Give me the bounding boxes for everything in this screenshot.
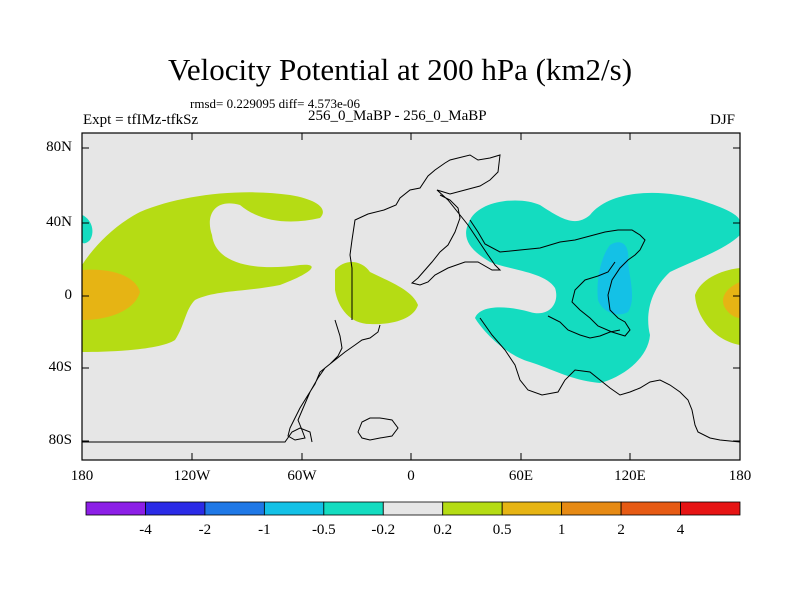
negative-mid-region-indonesia	[597, 242, 633, 315]
season-label: DJF	[710, 112, 736, 128]
colorbar-label: 1	[557, 522, 566, 538]
positive-region-western-pacific	[695, 268, 740, 345]
colorbar-label: 0.2	[433, 522, 453, 538]
plot-title: Velocity Potential at 200 hPa (km2/s)	[167, 52, 633, 87]
colorbar-label: 2	[617, 522, 625, 538]
lon-tick-label: 120W	[173, 468, 211, 484]
case-label: 256_0_MaBP - 256_0_MaBP	[308, 108, 487, 124]
coastline-north-america	[349, 154, 502, 320]
axis-ticks	[81, 133, 741, 460]
positive-region-eastern-pacific	[82, 192, 323, 352]
lat-tick-label: 40N	[46, 214, 72, 230]
colorbar-label: -0.2	[371, 522, 396, 538]
lat-tick-label: 80S	[48, 432, 72, 448]
lat-tick-label: 40S	[48, 359, 72, 375]
colorbar-label: 4	[676, 522, 685, 538]
stats-line: rmsd= 0.229095 diff= 4.573e-06	[190, 96, 361, 111]
positive-strong-region-east	[722, 282, 740, 318]
negative-region-dateline-edge	[82, 215, 93, 244]
colorbar-label: -2	[198, 522, 212, 538]
lon-tick-label: 180	[70, 468, 94, 484]
experiment-label: Expt = tfIMz-tfkSz	[83, 112, 199, 128]
lon-tick-label: 0	[407, 468, 415, 484]
positive-strong-region-west	[82, 269, 140, 320]
lon-tick-label: 120E	[614, 468, 646, 484]
coastline-africa	[479, 317, 741, 443]
lat-tick-label: 0	[64, 287, 73, 303]
coastlines	[82, 154, 741, 443]
colorbar-label: -4	[139, 522, 152, 538]
colorbar-label: -0.5	[311, 522, 336, 538]
colorbar-label: -1	[258, 522, 271, 538]
coastline-eurasia	[469, 219, 646, 337]
lat-tick-label: 80N	[46, 139, 72, 155]
lon-tick-label: 180	[728, 468, 752, 484]
colorbar-label: 0.5	[492, 522, 512, 538]
positive-region-south-america	[335, 261, 418, 325]
coastline-antarctic-islands	[357, 417, 399, 441]
lon-tick-label: 60W	[287, 468, 317, 484]
coastline-antarctica	[82, 427, 313, 443]
lon-tick-label: 60E	[508, 468, 534, 484]
coastline-maritime	[547, 315, 621, 339]
coastline-south-america	[287, 319, 381, 441]
